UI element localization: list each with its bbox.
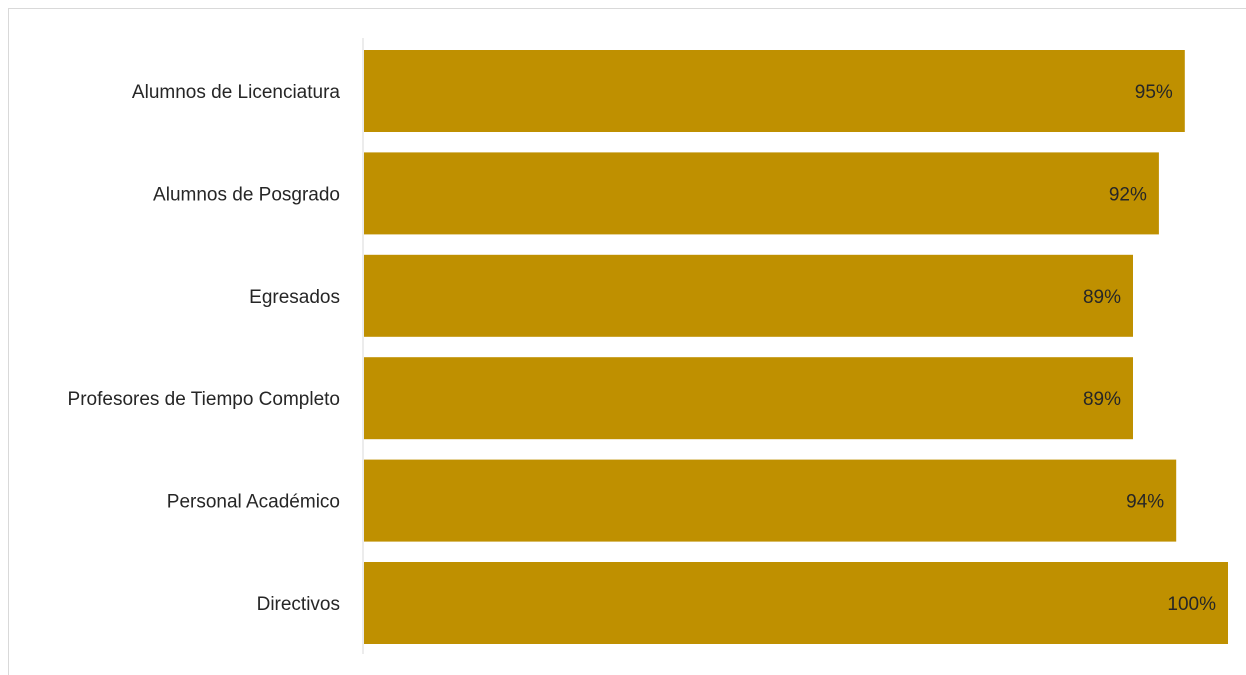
data-label: 92% (1109, 184, 1147, 205)
bars-layer (364, 50, 1228, 644)
category-label: Profesores de Tiempo Completo (68, 389, 340, 410)
category-label: Alumnos de Posgrado (153, 184, 340, 205)
category-labels: Alumnos de Licenciatura Alumnos de Posgra… (68, 82, 341, 615)
category-label: Directivos (257, 594, 340, 615)
bar (364, 459, 1177, 542)
category-label: Egresados (249, 287, 340, 308)
bar (364, 254, 1133, 337)
bar (364, 50, 1185, 132)
data-label: 94% (1126, 492, 1164, 513)
data-label: 100% (1167, 594, 1216, 615)
category-label: Alumnos de Licenciatura (132, 82, 340, 103)
category-label: Personal Académico (167, 492, 340, 513)
bar (364, 152, 1159, 235)
value-labels: 95% 92% 89% 89% 94% 100% (1083, 82, 1216, 615)
bar (364, 562, 1228, 644)
bar (364, 357, 1133, 440)
data-label: 95% (1135, 82, 1173, 103)
data-label: 89% (1083, 287, 1121, 308)
data-label: 89% (1083, 389, 1121, 410)
